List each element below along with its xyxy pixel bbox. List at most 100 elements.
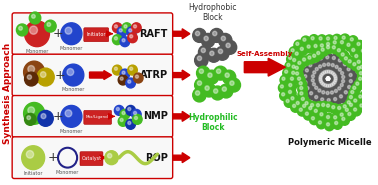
Circle shape — [305, 102, 308, 105]
Circle shape — [311, 69, 321, 79]
Circle shape — [343, 106, 353, 116]
Circle shape — [359, 72, 363, 75]
Circle shape — [304, 75, 307, 78]
Circle shape — [218, 49, 223, 54]
Circle shape — [314, 109, 317, 112]
Circle shape — [309, 107, 312, 110]
Circle shape — [311, 79, 314, 82]
Circle shape — [324, 54, 333, 64]
Circle shape — [325, 61, 335, 71]
Circle shape — [288, 90, 291, 94]
Text: Mtx/Ligand: Mtx/Ligand — [86, 115, 108, 119]
Circle shape — [346, 58, 356, 68]
Circle shape — [311, 37, 314, 40]
Circle shape — [197, 56, 201, 60]
Circle shape — [332, 114, 341, 124]
Circle shape — [287, 88, 296, 98]
Circle shape — [225, 73, 229, 77]
Circle shape — [311, 117, 314, 120]
FancyBboxPatch shape — [80, 152, 103, 166]
Circle shape — [343, 105, 346, 108]
Circle shape — [332, 82, 335, 85]
Circle shape — [296, 59, 305, 69]
Circle shape — [340, 73, 349, 83]
Circle shape — [282, 77, 285, 80]
Circle shape — [342, 36, 345, 39]
Circle shape — [326, 84, 329, 87]
Circle shape — [282, 93, 285, 96]
Circle shape — [321, 69, 331, 79]
Circle shape — [320, 101, 329, 111]
Circle shape — [286, 99, 289, 102]
Circle shape — [302, 58, 306, 61]
Circle shape — [327, 46, 330, 49]
Circle shape — [331, 63, 334, 67]
Text: Monomer: Monomer — [56, 170, 79, 175]
Circle shape — [318, 42, 328, 52]
Circle shape — [327, 104, 330, 107]
Circle shape — [212, 31, 217, 36]
Circle shape — [322, 83, 325, 86]
Circle shape — [323, 68, 333, 78]
Circle shape — [338, 81, 348, 91]
Circle shape — [211, 86, 224, 100]
Circle shape — [331, 71, 340, 81]
Circle shape — [325, 75, 334, 85]
Circle shape — [195, 31, 200, 36]
Circle shape — [314, 44, 317, 48]
Circle shape — [324, 84, 327, 87]
Circle shape — [117, 27, 127, 37]
Circle shape — [340, 113, 343, 116]
Circle shape — [357, 75, 366, 85]
Circle shape — [364, 71, 367, 74]
Circle shape — [120, 37, 130, 47]
Circle shape — [280, 75, 290, 85]
Circle shape — [318, 79, 328, 89]
Circle shape — [347, 93, 357, 103]
Circle shape — [334, 77, 337, 80]
Circle shape — [350, 46, 359, 56]
FancyArrow shape — [173, 70, 190, 80]
Circle shape — [130, 35, 133, 38]
Circle shape — [124, 25, 127, 28]
Circle shape — [122, 71, 125, 74]
Circle shape — [351, 61, 361, 70]
Text: RAFT: RAFT — [139, 29, 168, 39]
Circle shape — [342, 80, 345, 83]
Circle shape — [325, 75, 334, 85]
FancyArrow shape — [90, 71, 112, 80]
Circle shape — [325, 75, 334, 85]
Circle shape — [349, 36, 358, 46]
Circle shape — [327, 37, 330, 40]
Circle shape — [309, 102, 318, 111]
Circle shape — [23, 102, 45, 124]
Circle shape — [40, 72, 46, 77]
Circle shape — [301, 36, 311, 46]
Circle shape — [41, 114, 46, 119]
Circle shape — [327, 77, 330, 80]
Circle shape — [319, 65, 322, 68]
Circle shape — [359, 95, 362, 98]
Circle shape — [327, 77, 330, 80]
Circle shape — [320, 44, 324, 47]
Circle shape — [280, 91, 289, 101]
Circle shape — [126, 78, 135, 88]
Circle shape — [364, 90, 367, 93]
Circle shape — [311, 103, 314, 107]
Circle shape — [307, 45, 310, 48]
Circle shape — [294, 40, 304, 50]
Text: Polymeric Micelle: Polymeric Micelle — [288, 138, 371, 147]
Circle shape — [220, 84, 233, 98]
Circle shape — [287, 54, 296, 64]
Circle shape — [326, 56, 329, 59]
Circle shape — [293, 104, 296, 107]
Circle shape — [197, 66, 210, 80]
Text: Monomer: Monomer — [60, 46, 83, 51]
Circle shape — [297, 77, 301, 80]
Circle shape — [335, 47, 345, 57]
Circle shape — [304, 67, 313, 77]
Circle shape — [287, 81, 296, 91]
Circle shape — [289, 47, 299, 57]
Circle shape — [358, 70, 367, 80]
Circle shape — [362, 88, 372, 98]
